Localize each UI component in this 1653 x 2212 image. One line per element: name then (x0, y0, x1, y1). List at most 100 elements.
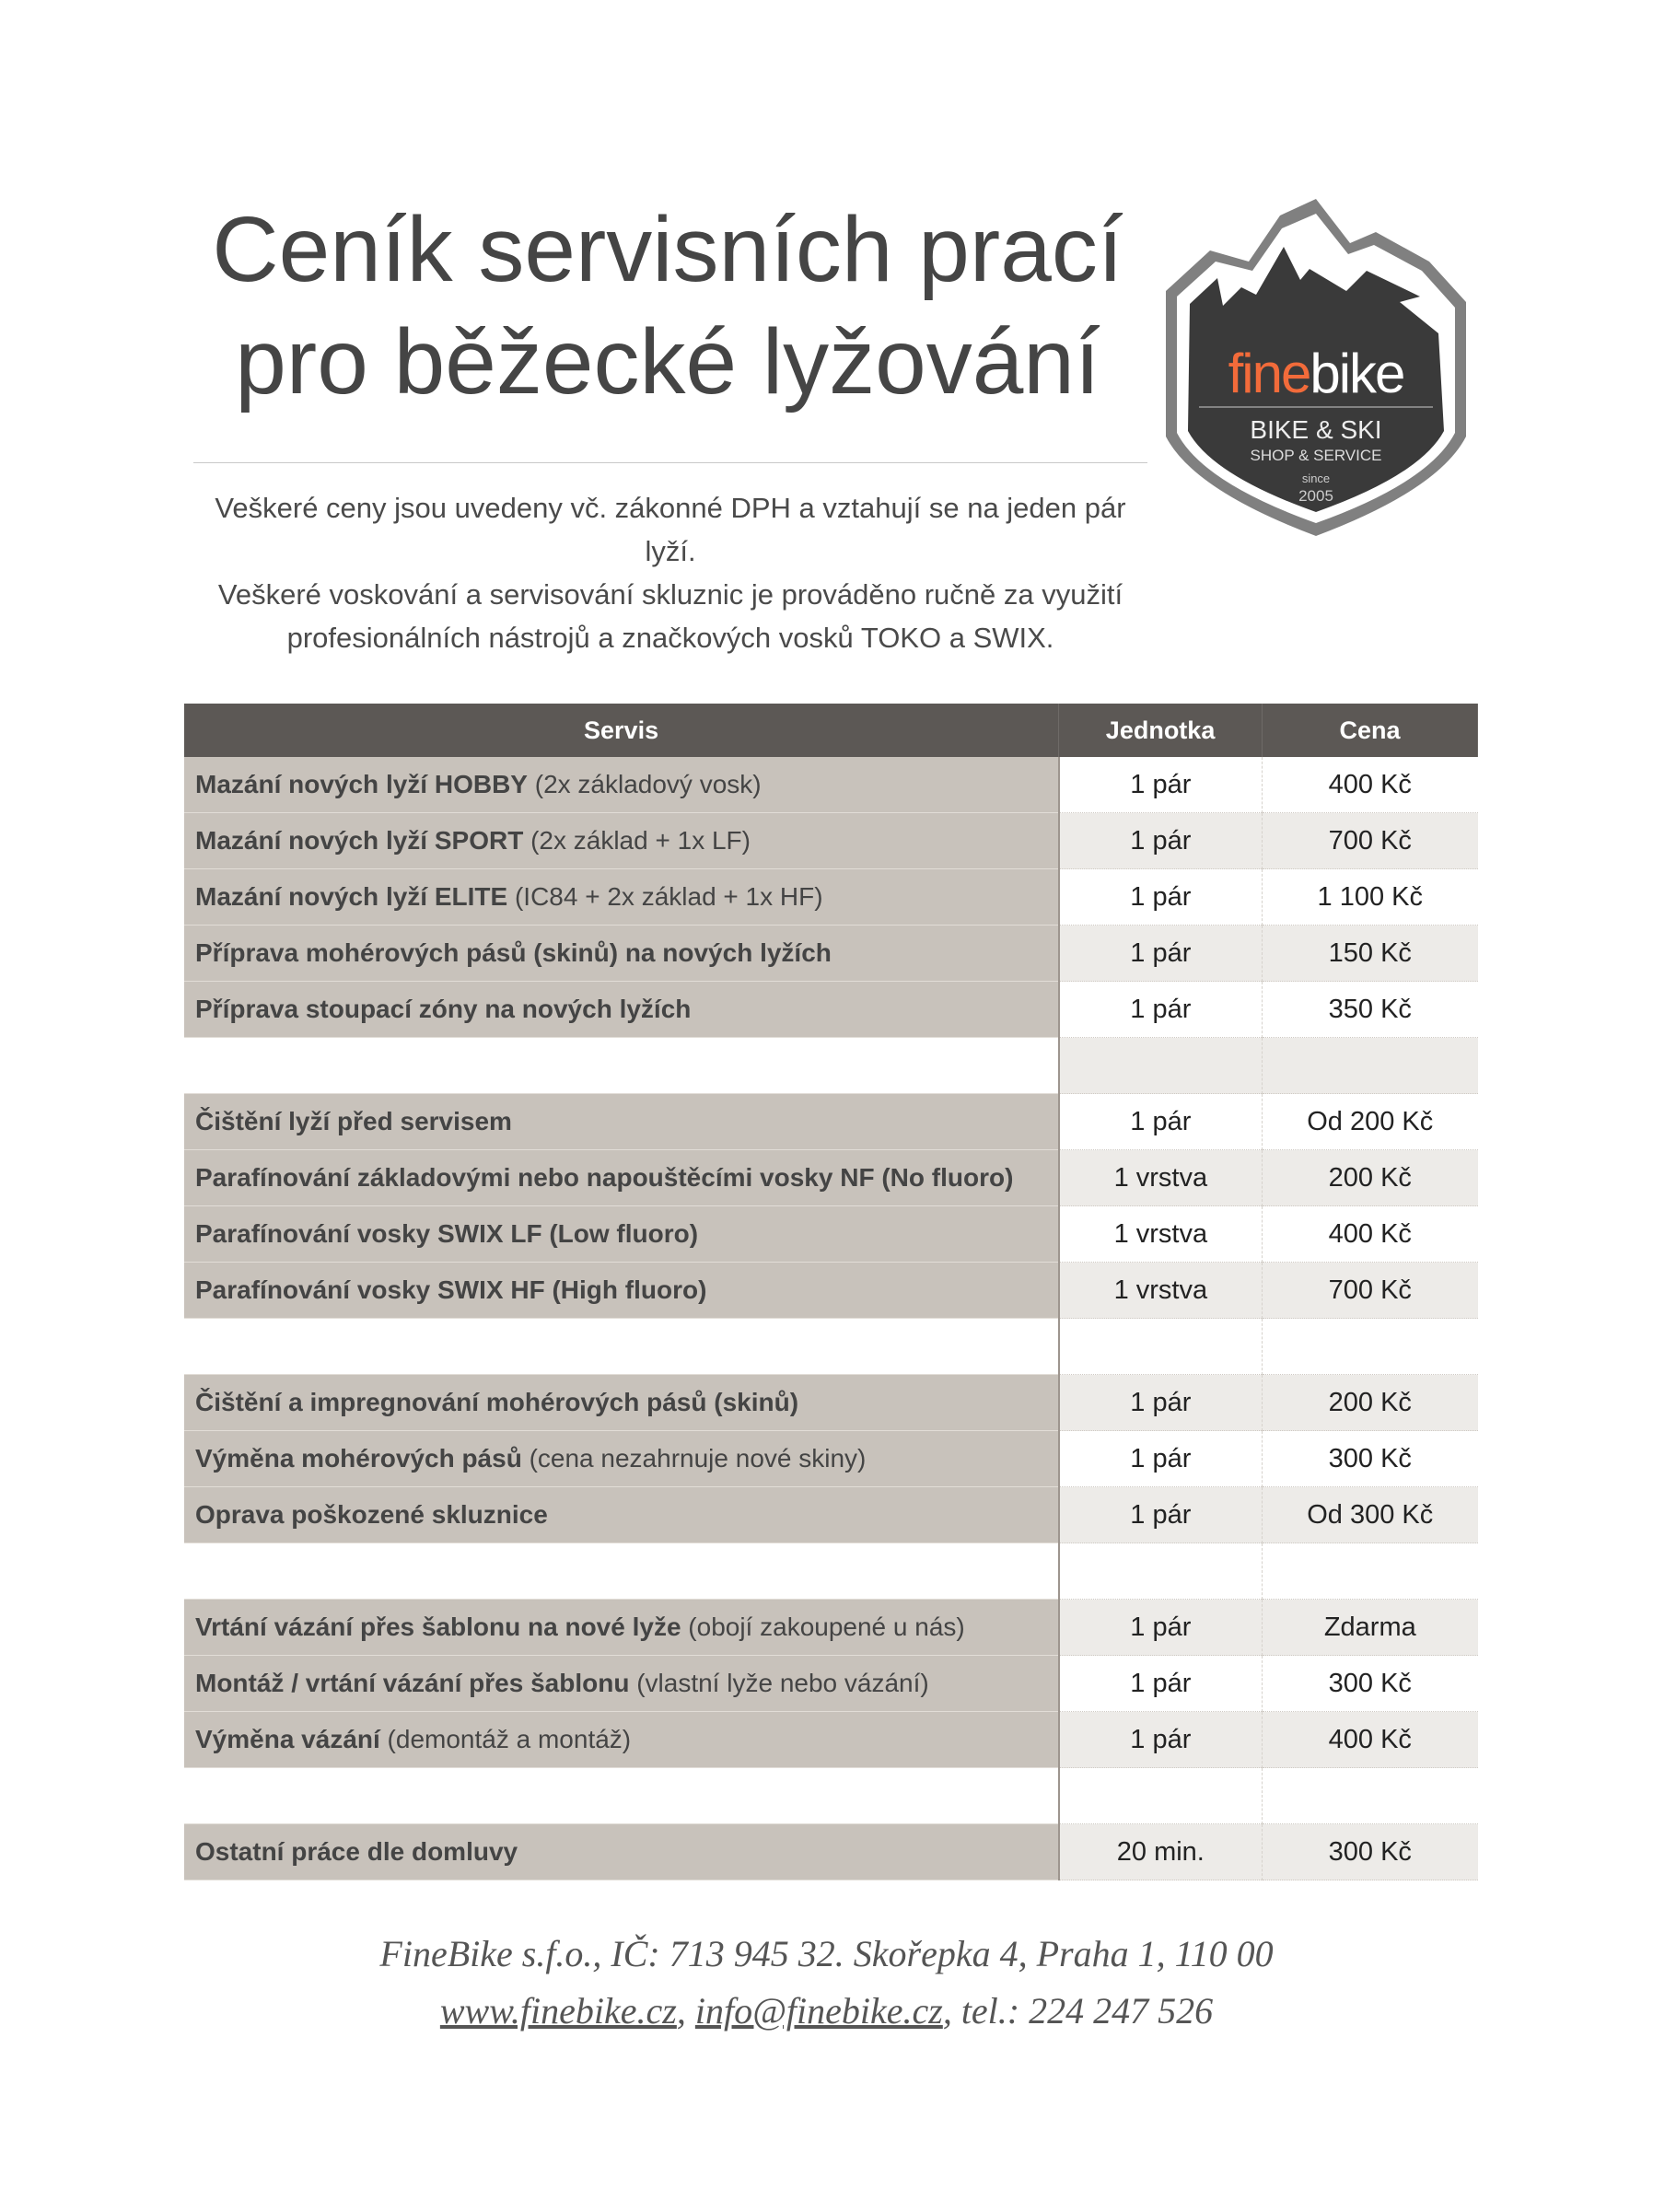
unit-cell: 1 vrstva (1058, 1262, 1263, 1319)
table-row: Montáž / vrtání vázání přes šablonu (vla… (184, 1655, 1478, 1712)
table-row: Výměna vázání (demontáž a montáž) 1 pár 40… (184, 1711, 1478, 1768)
service-cell (184, 1767, 1060, 1824)
logo-year: 2005 (1298, 487, 1333, 505)
title-line-2: pro běžecké lyžování (235, 310, 1100, 413)
unit-cell: 20 min. (1058, 1823, 1263, 1880)
price-cell: 700 Kč (1262, 1262, 1478, 1319)
unit-cell: 1 pár (1058, 1599, 1263, 1656)
table-row: Ostatní práce dle domluvy 20 min. 300 Kč (184, 1823, 1478, 1880)
service-name: Parafínování vosky SWIX LF (Low fluoro) (195, 1219, 699, 1248)
unit-cell: 1 pár (1058, 757, 1263, 813)
service-cell: Vrtání vázání přes šablonu na nové lyže … (184, 1599, 1060, 1656)
footer-contact: www.finebike.cz, info@finebike.cz, tel.:… (0, 1989, 1653, 2032)
service-cell: Oprava poškozené skluznice (184, 1486, 1060, 1543)
page-title: Ceník servisních prací pro běžecké lyžov… (184, 193, 1151, 418)
price-cell: 300 Kč (1262, 1430, 1478, 1487)
unit-cell: 1 vrstva (1058, 1205, 1263, 1263)
table-row: Výměna mohérových pásů (cena nezahrnuje … (184, 1430, 1478, 1487)
service-cell: Čištění lyží před servisem (184, 1093, 1060, 1150)
table-row: Příprava stoupací zóny na nových lyžích 1… (184, 981, 1478, 1038)
table-row: Vrtání vázání přes šablonu na nové lyže … (184, 1599, 1478, 1656)
phone-text: , tel.: 224 247 526 (942, 1990, 1214, 2032)
title-line-1: Ceník servisních prací (212, 198, 1123, 301)
unit-cell (1058, 1543, 1263, 1600)
table-row: Parafínování základovými nebo napouštěcí… (184, 1149, 1478, 1206)
table-spacer-row (184, 1318, 1478, 1375)
price-cell: Od 300 Kč (1262, 1486, 1478, 1543)
service-cell: Montáž / vrtání vázání přes šablonu (vla… (184, 1655, 1060, 1712)
table-row: Čištění lyží před servisem 1 pár Od 200 Kč (184, 1093, 1478, 1150)
service-note: (demontáž a montáž) (379, 1725, 632, 1753)
price-cell (1262, 1037, 1478, 1094)
service-cell: Mazání nových lyží SPORT (2x základ + 1x… (184, 812, 1060, 869)
header-price: Cena (1262, 704, 1478, 757)
service-cell: Výměna mohérových pásů (cena nezahrnuje … (184, 1430, 1060, 1487)
service-note: (vlastní lyže nebo vázání) (629, 1669, 929, 1697)
unit-cell: 1 pár (1058, 1374, 1263, 1431)
unit-cell: 1 vrstva (1058, 1149, 1263, 1206)
intro-line-1: Veškeré ceny jsou uvedeny vč. zákonné DP… (215, 492, 1126, 567)
svg-text:finebike: finebike (1228, 343, 1404, 404)
price-cell: 300 Kč (1262, 1823, 1478, 1880)
price-cell: 400 Kč (1262, 1711, 1478, 1768)
service-cell: Čištění a impregnování mohérových pásů (… (184, 1374, 1060, 1431)
service-note: (IC84 + 2x základ + 1x HF) (507, 882, 823, 911)
header-unit: Jednotka (1058, 704, 1263, 757)
website-link[interactable]: www.finebike.cz (439, 1990, 677, 2032)
service-cell: Mazání nových lyží ELITE (IC84 + 2x zákl… (184, 868, 1060, 926)
logo-fine: fine (1228, 343, 1310, 404)
service-name: Vrtání vázání přes šablonu na nové lyže (195, 1612, 681, 1641)
price-cell: Od 200 Kč (1262, 1093, 1478, 1150)
price-cell: 400 Kč (1262, 1205, 1478, 1263)
service-cell: Mazání nových lyží HOBBY (2x základový v… (184, 757, 1060, 813)
service-name: Oprava poškozené skluznice (195, 1500, 548, 1529)
service-note: (2x základový vosk) (527, 770, 762, 798)
service-cell (184, 1318, 1060, 1375)
unit-cell: 1 pár (1058, 1711, 1263, 1768)
table-row: Příprava mohérových pásů (skinů) na nový… (184, 925, 1478, 982)
unit-cell: 1 pár (1058, 868, 1263, 926)
logo-bike: bike (1310, 343, 1403, 404)
price-cell: Zdarma (1262, 1599, 1478, 1656)
service-name: Čištění a impregnování mohérových pásů (… (195, 1388, 799, 1416)
table-row: Parafínování vosky SWIX LF (Low fluoro) 1… (184, 1205, 1478, 1263)
table-spacer-row (184, 1767, 1478, 1824)
table-row: Mazání nových lyží SPORT (2x základ + 1x… (184, 812, 1478, 869)
table-row: Mazání nových lyží HOBBY (2x základový v… (184, 757, 1478, 813)
unit-cell: 1 pár (1058, 1486, 1263, 1543)
service-cell: Ostatní práce dle domluvy (184, 1823, 1060, 1880)
unit-cell: 1 pár (1058, 1430, 1263, 1487)
service-note: (cena nezahrnuje nové skiny) (521, 1444, 867, 1473)
logo-tagline: BIKE & SKI (1250, 415, 1381, 444)
unit-cell: 1 pár (1058, 981, 1263, 1038)
table-spacer-row (184, 1037, 1478, 1094)
price-cell: 350 Kč (1262, 981, 1478, 1038)
unit-cell (1058, 1318, 1263, 1375)
price-cell: 150 Kč (1262, 925, 1478, 982)
email-link[interactable]: info@finebike.cz (694, 1990, 943, 2032)
service-cell (184, 1543, 1060, 1600)
service-note: (obojí zakoupené u nás) (681, 1612, 965, 1641)
price-cell (1262, 1543, 1478, 1600)
service-name: Mazání nových lyží HOBBY (195, 770, 528, 798)
service-name: Mazání nových lyží SPORT (195, 826, 524, 855)
unit-cell (1058, 1037, 1263, 1094)
service-note: (2x základ + 1x LF) (523, 826, 751, 855)
unit-cell: 1 pár (1058, 925, 1263, 982)
price-cell: 200 Kč (1262, 1149, 1478, 1206)
price-cell (1262, 1318, 1478, 1375)
footer-separator: , (676, 1990, 695, 2032)
service-name: Příprava mohérových pásů (skinů) na nový… (195, 938, 832, 967)
intro-line-2: Veškeré voskování a servisování skluznic… (217, 578, 1123, 654)
unit-cell: 1 pár (1058, 1093, 1263, 1150)
service-cell (184, 1037, 1060, 1094)
divider (193, 462, 1147, 463)
price-cell (1262, 1767, 1478, 1824)
service-name: Mazání nových lyží ELITE (195, 882, 508, 911)
service-name: Parafínování vosky SWIX HF (High fluoro) (195, 1275, 707, 1304)
service-name: Parafínování základovými nebo napouštěcí… (195, 1163, 1014, 1192)
unit-cell (1058, 1767, 1263, 1824)
price-cell: 400 Kč (1262, 757, 1478, 813)
table-row: Parafínování vosky SWIX HF (High fluoro)… (184, 1262, 1478, 1319)
service-name: Výměna mohérových pásů (195, 1444, 522, 1473)
